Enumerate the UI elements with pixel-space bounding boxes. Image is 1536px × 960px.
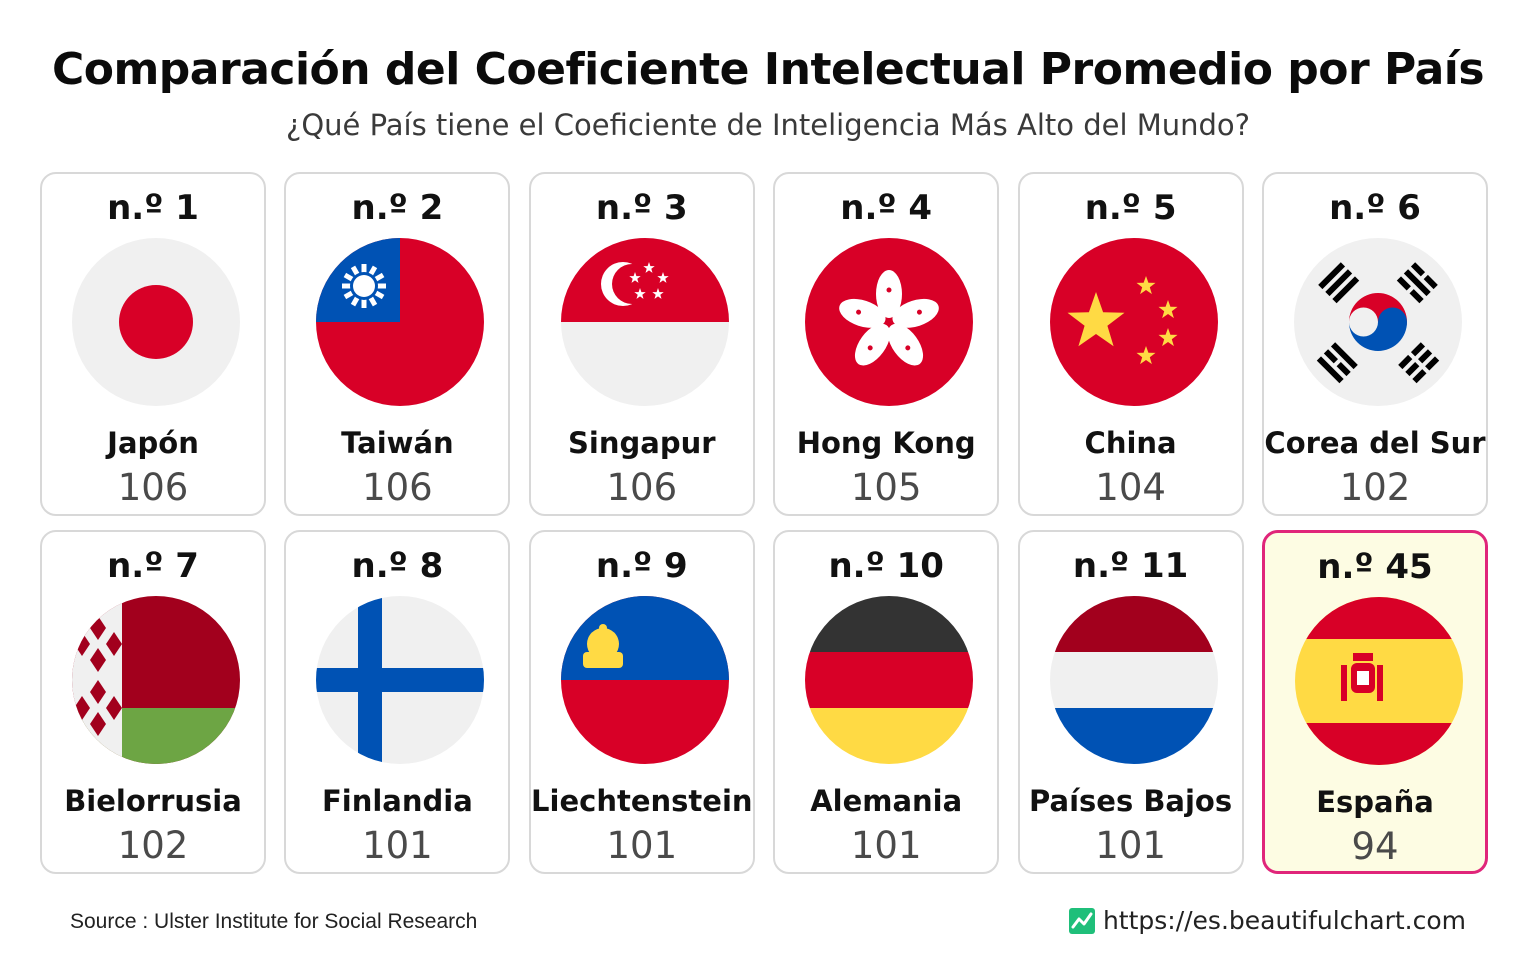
liechtenstein-flag-icon [560, 596, 729, 764]
country-name: Singapur [568, 426, 716, 460]
source-note: Source : Ulster Institute for Social Res… [70, 910, 478, 933]
rank-label: n.º 8 [351, 546, 444, 586]
country-name: China [1084, 426, 1177, 460]
hong-kong-flag-icon [805, 238, 974, 406]
iq-value: 102 [117, 824, 189, 867]
country-name: Corea del Sur [1264, 426, 1486, 460]
belarus-flag-icon [72, 596, 240, 764]
iq-value: 106 [117, 466, 189, 509]
country-name: Países Bajos [1029, 784, 1233, 818]
rank-label: n.º 9 [595, 546, 688, 586]
iq-value: 101 [362, 824, 433, 867]
country-card: n.º 3 Singapur 106 [528, 172, 755, 516]
spain-flag-icon [1295, 597, 1463, 765]
iq-value: 101 [850, 824, 922, 867]
rank-label: n.º 10 [828, 546, 944, 586]
iq-value: 104 [1095, 466, 1166, 509]
iq-value: 94 [1351, 825, 1399, 868]
site-link[interactable]: https://es.beautifulchart.com [1068, 906, 1466, 935]
country-name: Hong Kong [796, 426, 976, 460]
country-card: n.º 8 Finlandia 101 [284, 530, 511, 874]
country-card: n.º 4 Hong Kong 105 [773, 172, 1000, 516]
country-name: Taiwán [341, 426, 454, 460]
germany-flag-icon [805, 596, 974, 764]
country-card: n.º 7 Bielorrusia 102 [40, 530, 266, 874]
country-card: n.º 10 Alemania 101 [773, 530, 1000, 874]
iq-value: 105 [850, 466, 922, 509]
chart-subtitle: ¿Qué País tiene el Coeficiente de Inteli… [285, 108, 1251, 142]
rank-label: n.º 45 [1317, 547, 1433, 587]
iq-value: 106 [606, 466, 678, 509]
singapore-flag-icon [560, 238, 729, 406]
rank-label: n.º 2 [351, 188, 444, 228]
iq-value: 101 [1095, 824, 1166, 867]
rank-label: n.º 7 [107, 546, 199, 586]
rank-label: n.º 3 [595, 188, 688, 228]
site-url: https://es.beautifulchart.com [1102, 906, 1466, 935]
rank-label: n.º 5 [1084, 188, 1177, 228]
rank-label: n.º 1 [107, 188, 199, 228]
country-card: n.º 9 Liechtenstein 101 [528, 530, 755, 874]
country-card: n.º 2 Taiwán 106 [284, 172, 511, 516]
country-card: n.º 1 Japón 106 [40, 172, 266, 516]
country-card: n.º 5 China 104 [1017, 172, 1244, 516]
country-name: Finlandia [321, 784, 473, 818]
japan-flag-icon [72, 238, 240, 406]
country-name: España [1316, 785, 1434, 819]
netherlands-flag-icon [1049, 596, 1218, 764]
country-name: Japón [107, 426, 199, 460]
country-name: Liechtenstein [531, 784, 753, 818]
iq-value: 106 [362, 466, 433, 509]
country-card: n.º 11 Países Bajos 101 [1017, 530, 1244, 874]
country-name: Bielorrusia [64, 784, 242, 818]
country-name: Alemania [810, 784, 963, 818]
iq-value: 102 [1339, 466, 1411, 509]
finland-flag-icon [316, 596, 485, 764]
taiwan-flag-icon [316, 238, 485, 406]
country-card: n.º 6 Corea del Sur 102 [1262, 172, 1488, 516]
country-grid: n.º 1 Japón 106 n.º 2 Taiwán 106 n.º 3 Singapur… [40, 172, 1492, 878]
country-card: n.º 45 España 94 [1262, 530, 1488, 874]
rank-label: n.º 6 [1329, 188, 1421, 228]
chart-logo-icon [1068, 907, 1095, 934]
south-korea-flag-icon [1294, 238, 1462, 406]
chart-title: Comparación del Coeficiente Intelectual … [51, 44, 1485, 95]
rank-label: n.º 4 [840, 188, 933, 228]
china-flag-icon [1049, 238, 1218, 406]
iq-value: 101 [606, 824, 678, 867]
rank-label: n.º 11 [1072, 546, 1189, 586]
